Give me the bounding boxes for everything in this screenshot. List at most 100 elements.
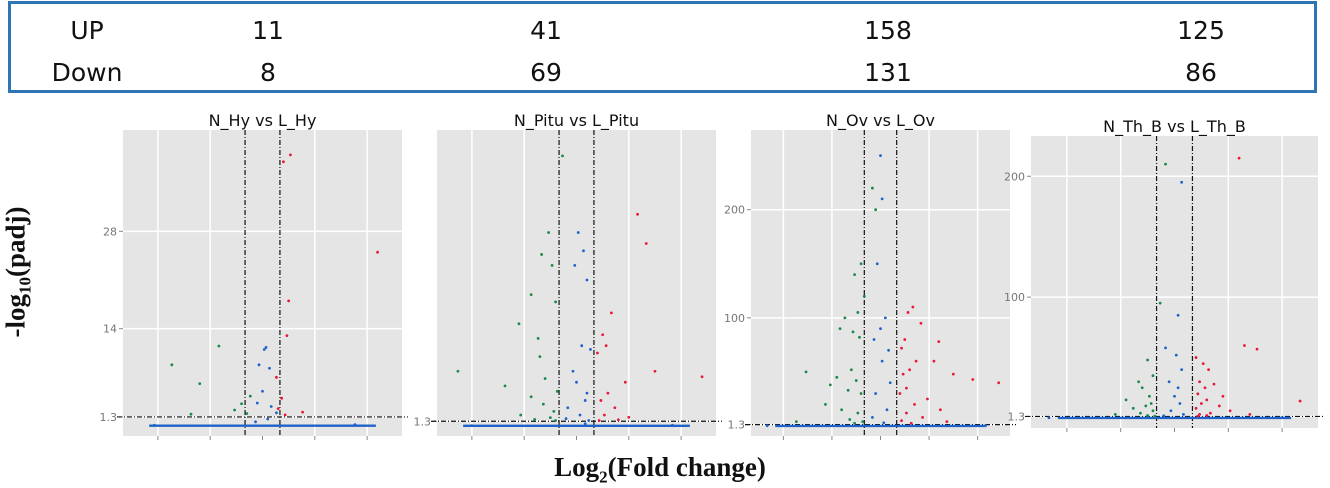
row-label-down: Down (51, 58, 123, 87)
panel-1-point-down-7 (189, 412, 193, 416)
panel-3-point-down-8 (851, 330, 855, 334)
panel-4-point-down-0 (1164, 162, 1167, 166)
panel-1-point-ns-1 (264, 346, 268, 349)
panel-4-point-ns-2 (1164, 346, 1167, 350)
panel-2-point-down-5 (554, 300, 557, 304)
panel-3-point-down-12 (828, 383, 832, 387)
panel-2-point-ns-1 (582, 249, 585, 253)
panel-2-point-down-2 (540, 253, 544, 256)
panel-3-point-up-2 (919, 321, 923, 325)
panel-3-point-down-13 (849, 368, 853, 372)
panel-2-point-up-8 (700, 375, 704, 379)
panel-3-point-up-12 (971, 378, 975, 381)
panel-4-point-up-10 (1221, 394, 1225, 398)
panel-3-point-down-11 (835, 375, 839, 379)
panel-1-point-down-2 (240, 402, 243, 406)
panel-1-point-up-8 (276, 407, 280, 411)
panel-3-point-ns-12 (882, 421, 886, 425)
panel-3-point-up-11 (997, 381, 1001, 385)
panel-2-point-up-4 (604, 344, 608, 348)
panel-2-point-ns-15 (470, 424, 474, 428)
panel-3-point-down-18 (840, 408, 844, 412)
panel-2-point-ns-16 (671, 423, 674, 427)
panel-3-point-down-5 (856, 311, 860, 314)
panel-3-point-down-4 (862, 294, 866, 298)
panel-2-point-up-5 (596, 351, 599, 355)
panel-3-point-ns-10 (885, 408, 889, 412)
panel-2-point-ns-2 (573, 264, 577, 267)
panel-2-point-up-6 (653, 369, 657, 373)
panel-2-point-up-11 (613, 406, 617, 410)
panel-2-title: N_Pitu vs L_Pitu (514, 111, 639, 131)
panel-4-point-up-21 (1196, 414, 1200, 418)
panel-3-point-ns-6 (887, 348, 890, 352)
panel-2-point-down-1 (547, 231, 550, 234)
panel-2-point-down-7 (536, 337, 540, 340)
panel-4-point-down-10 (1144, 404, 1148, 408)
panel-4-point-up-16 (1228, 409, 1232, 413)
panel-1-point-up-9 (283, 413, 287, 417)
panel-2-point-down-6 (517, 322, 521, 326)
up-count-ov: 158 (864, 16, 912, 45)
panel-3-ytick-label-2: 200 (724, 204, 745, 217)
panel-3-point-ns-14 (984, 424, 988, 427)
panel-2-point-down-10 (503, 384, 507, 388)
panel-3-ytick-label-0: 1.3 (728, 419, 746, 432)
panel-4-point-ns-9 (1169, 409, 1173, 413)
panel-2-point-down-4 (529, 293, 533, 296)
panel-3-point-up-17 (938, 408, 942, 412)
panel-2-point-down-14 (541, 402, 545, 406)
panel-3-title: N_Ov vs L_Ov (826, 111, 935, 131)
panel-3-point-up-14 (898, 392, 902, 395)
panel-4-point-up-12 (1298, 399, 1302, 403)
panel-2-point-ns-5 (589, 347, 592, 351)
panel-1-point-up-5 (275, 375, 278, 379)
panel-4-background (1031, 136, 1318, 428)
down-count-pitu: 69 (530, 58, 562, 87)
up-count-pitu: 41 (530, 16, 562, 45)
panel-3-point-down-6 (843, 316, 847, 320)
panel-4-point-up-5 (1207, 368, 1210, 372)
panel-3-point-up-10 (951, 372, 955, 376)
panel-3-point-ns-2 (875, 262, 879, 266)
panel-4-point-ns-1 (1176, 313, 1180, 317)
panel-3-point-up-15 (926, 397, 929, 401)
panel-4-ytick-label-2: 200 (1004, 170, 1025, 183)
panel-1-point-ns-8 (266, 417, 270, 421)
panel-4-point-up-17 (1208, 411, 1212, 415)
panel-2-point-up-15 (597, 419, 601, 422)
panel-1-point-down-0 (170, 363, 174, 367)
panel-4-title: N_Th_B vs L_Th_B (1103, 117, 1246, 137)
panel-4-point-ns-10 (1182, 412, 1185, 416)
panel-3-point-down-7 (838, 327, 842, 331)
panel-3-point-down-17 (824, 402, 827, 406)
panel-2-point-ns-12 (564, 417, 568, 421)
panel-3-background (751, 130, 1010, 436)
panel-3-point-ns-8 (888, 381, 892, 385)
panel-4-point-down-9 (1131, 406, 1135, 410)
panel-1-point-up-1 (282, 160, 285, 164)
panel-3-point-up-6 (932, 359, 936, 363)
panel-3-point-down-3 (853, 273, 856, 276)
y-axis-label: -log10(padj) (0, 206, 35, 338)
panel-3-point-down-15 (846, 388, 850, 392)
panel-3-point-down-23 (853, 421, 856, 425)
panel-2-point-up-13 (627, 415, 631, 419)
panel-2-point-down-12 (555, 389, 559, 393)
panel-3-point-down-10 (804, 370, 808, 374)
panel-2-point-down-3 (550, 264, 554, 267)
panel-3-point-down-14 (854, 379, 858, 382)
panel-1-point-up-0 (289, 153, 292, 157)
panel-4-ytick-label-0: 1.3 (1008, 410, 1026, 423)
row-label-up: UP (70, 16, 104, 45)
panel-1-point-ns-10 (152, 423, 156, 427)
up-count-hy: 11 (252, 16, 284, 45)
panel-1-point-ns-3 (268, 366, 271, 370)
panel-2-point-down-19 (554, 419, 557, 422)
panel-4-point-down-8 (1149, 402, 1153, 405)
panel-4-point-up-3 (1194, 356, 1198, 359)
panel-1-ytick-label-0: 1.3 (100, 411, 118, 424)
panel-4-ytick-label-1: 100 (1004, 291, 1025, 304)
panel-1-point-up-7 (301, 410, 305, 414)
